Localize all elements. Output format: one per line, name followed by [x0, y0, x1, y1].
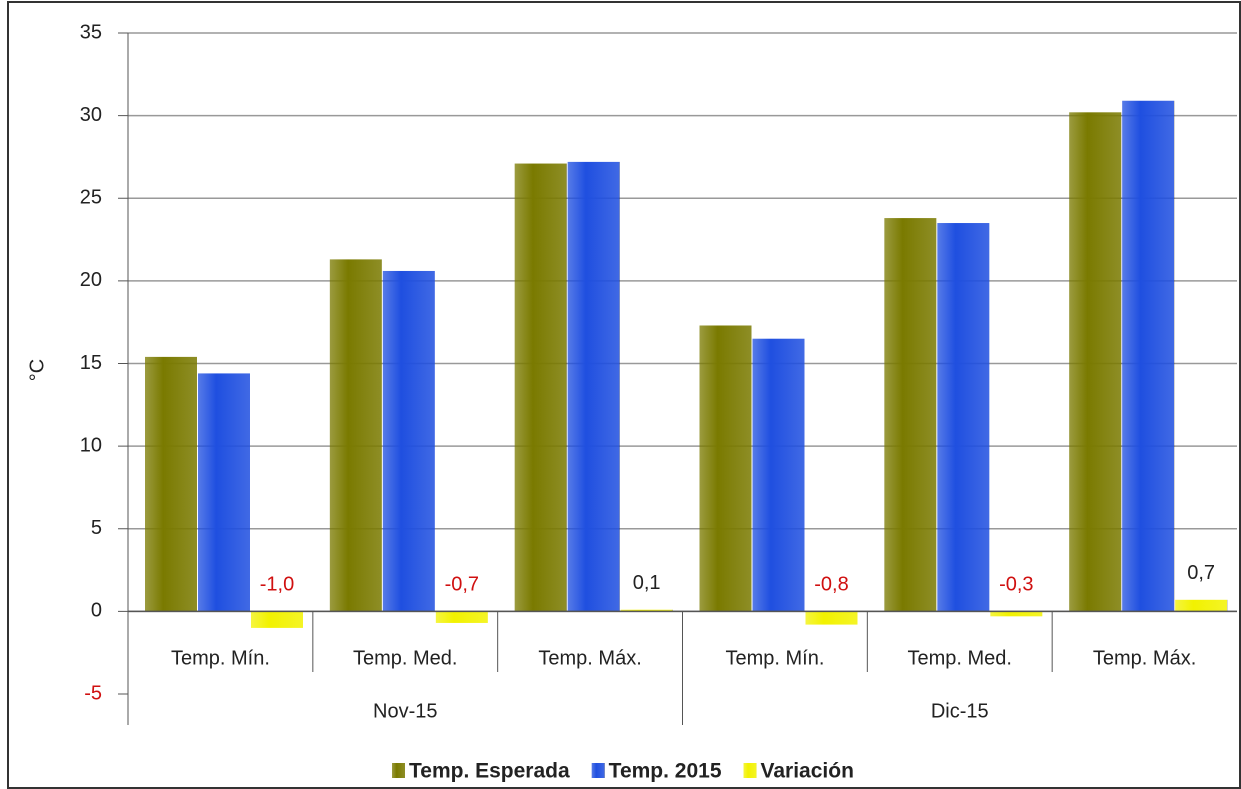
- x-tick-label: Temp. Máx.: [1093, 647, 1196, 669]
- bar: [251, 611, 303, 628]
- bar: [145, 356, 197, 612]
- bar: [514, 163, 567, 612]
- value-label: -1,0: [260, 574, 294, 596]
- y-tick-label: -5: [84, 682, 102, 704]
- x-tick-label: Temp. Med.: [353, 647, 457, 669]
- bar: [567, 161, 620, 612]
- x-tick-label: Temp. Med.: [908, 647, 1012, 669]
- x-tick-label: Temp. Mín.: [725, 647, 824, 669]
- legend-swatch: [743, 763, 757, 778]
- bar: [435, 611, 488, 623]
- y-tick-label: 10: [80, 434, 102, 456]
- x-tick-label: Temp. Mín.: [171, 647, 270, 669]
- y-tick-label: 5: [91, 517, 102, 539]
- bar: [805, 611, 858, 625]
- y-tick-label: 30: [80, 104, 102, 126]
- legend-swatch: [591, 763, 605, 778]
- legend: Temp. Esperada Temp. 2015 Variación: [392, 760, 854, 783]
- x-tick-label: Temp. Máx.: [538, 647, 641, 669]
- y-tick-label: 15: [80, 352, 102, 374]
- y-tick-label: 20: [80, 269, 102, 291]
- bar: [699, 325, 752, 612]
- bar: [990, 611, 1043, 617]
- bar: [1122, 100, 1175, 612]
- bar: [1069, 112, 1122, 612]
- y-tick-label: 35: [80, 21, 102, 43]
- bar: [937, 223, 990, 612]
- legend-label: Temp. 2015: [609, 760, 722, 783]
- value-label: 0,1: [633, 572, 661, 594]
- bar: [329, 259, 382, 612]
- legend-label: Temp. Esperada: [409, 760, 570, 783]
- bar: [620, 609, 673, 612]
- group-label: Dic-15: [931, 700, 989, 722]
- value-label: -0,8: [814, 574, 848, 596]
- bar: [884, 218, 937, 612]
- bar: [382, 270, 435, 612]
- bar: [1175, 599, 1228, 612]
- value-label: -0,7: [445, 574, 479, 596]
- y-tick-label: 0: [91, 600, 102, 622]
- value-label: 0,7: [1187, 562, 1215, 584]
- bar: [752, 338, 805, 612]
- value-label: -0,3: [999, 574, 1033, 596]
- legend-label: Variación: [761, 760, 854, 783]
- bar: [198, 373, 250, 612]
- legend-swatch: [392, 763, 405, 778]
- y-axis-label: °C: [26, 359, 48, 381]
- group-label: Nov-15: [373, 700, 437, 722]
- y-tick-label: 25: [80, 187, 102, 209]
